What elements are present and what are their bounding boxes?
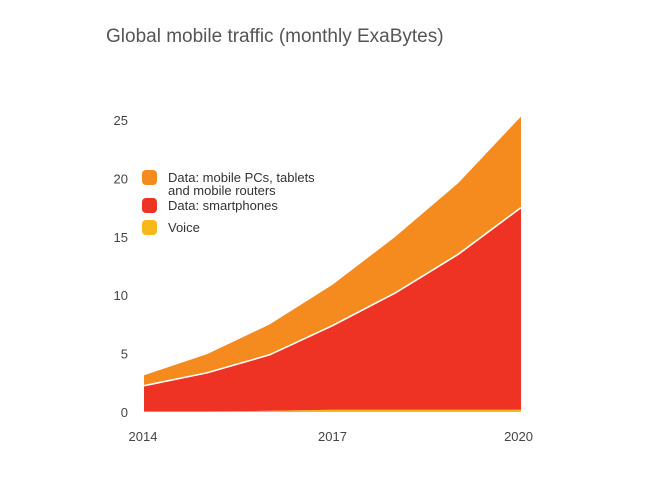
series-boundary-line <box>143 206 522 387</box>
area-series-group <box>143 116 522 412</box>
x-tick-label: 2017 <box>318 429 347 444</box>
y-tick-label: 10 <box>114 288 128 303</box>
legend-swatch <box>142 220 157 235</box>
y-tick-label: 25 <box>114 113 128 128</box>
x-axis-ticks: 2014 2017 2020 <box>129 429 533 444</box>
legend-swatch <box>142 170 157 185</box>
legend-swatch <box>142 198 157 213</box>
legend-label: Data: smartphones <box>168 198 278 213</box>
legend-label: Voice <box>168 220 200 235</box>
y-axis-ticks: 0 5 10 15 20 25 <box>114 113 128 420</box>
y-tick-label: 5 <box>121 347 128 362</box>
area-data-mobile-pcs-tablets-and-mobile-routers <box>144 116 521 386</box>
legend-label: Data: mobile PCs, tablets <box>168 170 315 185</box>
y-tick-label: 15 <box>114 230 128 245</box>
x-tick-label: 2014 <box>129 429 158 444</box>
area-voice <box>144 409 521 412</box>
y-tick-label: 20 <box>114 171 128 186</box>
chart-title: Global mobile traffic (monthly ExaBytes) <box>106 26 444 47</box>
legend-label-continued: and mobile routers <box>168 183 276 198</box>
x-tick-label: 2020 <box>504 429 533 444</box>
y-tick-label: 0 <box>121 405 128 420</box>
area-data-smartphones <box>144 207 521 412</box>
